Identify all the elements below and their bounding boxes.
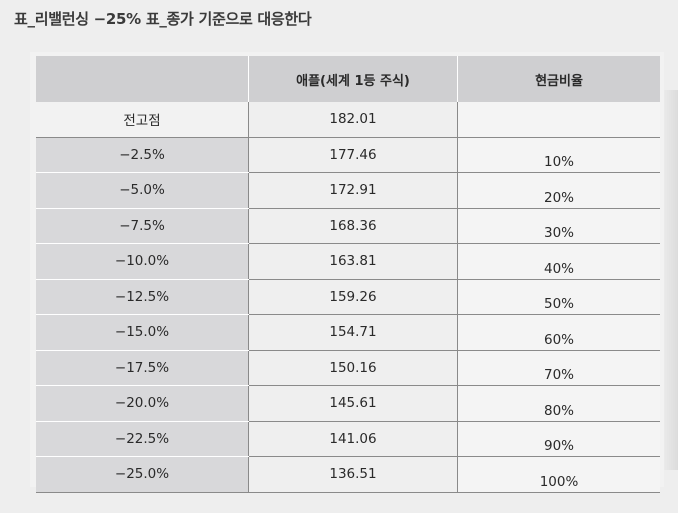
apple-price: 182.01: [248, 102, 458, 138]
table-row: −7.5% 168.36 30%: [36, 208, 660, 244]
cash-ratio: 70%: [457, 350, 660, 386]
table-row: −5.0% 172.91 20%: [36, 172, 660, 209]
table-body: 전고점 182.01 −2.5% 177.46 10% −5.0% 172.91 20% −7.…: [36, 102, 660, 493]
table-header-row: 애플(세계 1등 주식) 현금비율: [36, 56, 660, 102]
row-label: −25.0%: [36, 456, 249, 493]
apple-price: 159.26: [248, 279, 458, 315]
row-label: −20.0%: [36, 385, 249, 422]
table-row: −2.5% 177.46 10%: [36, 137, 660, 173]
header-label: [36, 56, 249, 102]
apple-price: 150.16: [248, 350, 458, 386]
row-label: −17.5%: [36, 350, 249, 386]
row-label: −10.0%: [36, 243, 249, 280]
rebalancing-table: 애플(세계 1등 주식) 현금비율 전고점 182.01 −2.5% 177.46 10…: [36, 56, 660, 493]
apple-price: 172.91: [248, 172, 458, 209]
cash-ratio: 90%: [457, 421, 660, 457]
apple-price: 154.71: [248, 314, 458, 351]
row-label: −7.5%: [36, 208, 249, 244]
table-row: 전고점 182.01: [36, 102, 660, 138]
row-label: −15.0%: [36, 314, 249, 351]
apple-price: 141.06: [248, 421, 458, 457]
cash-ratio: 20%: [457, 172, 660, 209]
table-row: −10.0% 163.81 40%: [36, 243, 660, 280]
row-label: −22.5%: [36, 421, 249, 457]
table-row: −25.0% 136.51 100%: [36, 456, 660, 493]
table-row: −15.0% 154.71 60%: [36, 314, 660, 351]
page-edge: [664, 90, 678, 470]
apple-price: 168.36: [248, 208, 458, 244]
cash-ratio: 30%: [457, 208, 660, 244]
cash-ratio: 40%: [457, 243, 660, 280]
cash-ratio: 60%: [457, 314, 660, 351]
apple-price: 136.51: [248, 456, 458, 493]
row-label: −5.0%: [36, 172, 249, 209]
table-row: −12.5% 159.26 50%: [36, 279, 660, 315]
apple-price: 145.61: [248, 385, 458, 422]
cash-ratio: 100%: [457, 456, 660, 493]
table-row: −17.5% 150.16 70%: [36, 350, 660, 386]
table-row: −22.5% 141.06 90%: [36, 421, 660, 457]
row-label: −2.5%: [36, 137, 249, 173]
table-row: −20.0% 145.61 80%: [36, 385, 660, 422]
cash-ratio: 80%: [457, 385, 660, 422]
cash-ratio: [457, 102, 660, 138]
header-price: 애플(세계 1등 주식): [248, 56, 458, 102]
table-caption: 표_리밸런싱 −25% 표_종가 기준으로 대응한다: [14, 10, 312, 28]
header-cash-ratio: 현금비율: [457, 56, 660, 102]
row-label: −12.5%: [36, 279, 249, 315]
row-label: 전고점: [36, 102, 249, 138]
apple-price: 163.81: [248, 243, 458, 280]
apple-price: 177.46: [248, 137, 458, 173]
cash-ratio: 10%: [457, 137, 660, 173]
cash-ratio: 50%: [457, 279, 660, 315]
